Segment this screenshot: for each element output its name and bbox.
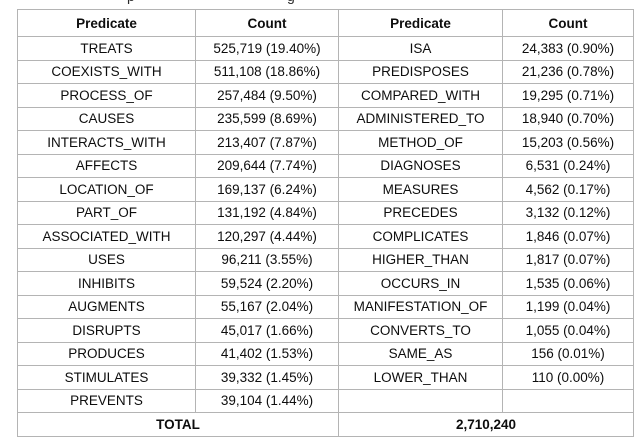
cell-predicate-right: MANIFESTATION_OF	[338, 294, 503, 319]
caption-glyph: g	[287, 0, 295, 4]
cell-count-right: 18,940 (0.70%)	[502, 106, 634, 131]
cell-predicate-left: COEXISTS_WITH	[17, 59, 196, 84]
header-predicate-left: Predicate	[17, 9, 196, 37]
cell-count-left: 209,644 (7.74%)	[195, 153, 339, 178]
cell-predicate-right: DIAGNOSES	[338, 153, 503, 178]
cell-count-left: 235,599 (8.69%)	[195, 106, 339, 131]
table-row: PROCESS_OF 257,484 (9.50%) COMPARED_WITH 19…	[17, 83, 634, 108]
cell-count-left: 96,211 (3.55%)	[195, 247, 339, 272]
cropped-caption-fragment: p g	[0, 0, 640, 7]
cell-count-right: 1,535 (0.06%)	[502, 271, 634, 296]
cell-predicate-left: INHIBITS	[17, 271, 196, 296]
cell-count-left: 55,167 (2.04%)	[195, 294, 339, 319]
cell-count-left: 59,524 (2.20%)	[195, 271, 339, 296]
table-row: DISRUPTS 45,017 (1.66%) CONVERTS_TO 1,055 (…	[17, 318, 634, 343]
cell-predicate-right: PREDISPOSES	[338, 59, 503, 84]
cell-count-right: 1,846 (0.07%)	[502, 224, 634, 249]
cell-predicate-left: PART_OF	[17, 200, 196, 225]
cell-count-left: 39,104 (1.44%)	[195, 388, 339, 413]
cell-count-left: 169,137 (6.24%)	[195, 177, 339, 202]
cell-predicate-right: LOWER_THAN	[338, 365, 503, 390]
cell-predicate-right: PRECEDES	[338, 200, 503, 225]
header-count-right: Count	[502, 9, 634, 37]
table-row: USES 96,211 (3.55%) HIGHER_THAN 1,817 (0.07…	[17, 247, 634, 272]
cell-predicate-left: AFFECTS	[17, 153, 196, 178]
cell-predicate-left: STIMULATES	[17, 365, 196, 390]
cell-predicate-right: OCCURS_IN	[338, 271, 503, 296]
cell-predicate-right	[338, 388, 503, 413]
cell-predicate-right: SAME_AS	[338, 341, 503, 366]
predicate-count-table: Predicate Count Predicate Count TREATS 52…	[17, 9, 634, 437]
cell-predicate-left: AUGMENTS	[17, 294, 196, 319]
cell-count-right: 1,199 (0.04%)	[502, 294, 634, 319]
table-row: INTERACTS_WITH 213,407 (7.87%) METHOD_OF 15…	[17, 130, 634, 155]
cell-predicate-left: ASSOCIATED_WITH	[17, 224, 196, 249]
table-header-row: Predicate Count Predicate Count	[17, 9, 634, 37]
table-row: AUGMENTS 55,167 (2.04%) MANIFESTATION_OF 1,…	[17, 294, 634, 319]
table-row: PRODUCES 41,402 (1.53%) SAME_AS 156 (0.01%)	[17, 341, 634, 366]
cell-count-right: 110 (0.00%)	[502, 365, 634, 390]
table-row: PREVENTS 39,104 (1.44%)	[17, 388, 634, 413]
cell-predicate-right: ISA	[338, 36, 503, 61]
cell-count-left: 45,017 (1.66%)	[195, 318, 339, 343]
cell-predicate-left: PRODUCES	[17, 341, 196, 366]
table-body: TREATS 525,719 (19.40%) ISA 24,383 (0.90%) C…	[17, 36, 634, 413]
table-row: ASSOCIATED_WITH 120,297 (4.44%) COMPLICATE…	[17, 224, 634, 249]
cell-predicate-right: HIGHER_THAN	[338, 247, 503, 272]
cell-count-left: 120,297 (4.44%)	[195, 224, 339, 249]
cell-count-right: 15,203 (0.56%)	[502, 130, 634, 155]
cell-predicate-left: PROCESS_OF	[17, 83, 196, 108]
cell-predicate-left: USES	[17, 247, 196, 272]
table-row: TREATS 525,719 (19.40%) ISA 24,383 (0.90%)	[17, 36, 634, 61]
table-row: LOCATION_OF 169,137 (6.24%) MEASURES 4,562 …	[17, 177, 634, 202]
table-row: PART_OF 131,192 (4.84%) PRECEDES 3,132 (0.1…	[17, 200, 634, 225]
header-predicate-right: Predicate	[338, 9, 503, 37]
table-row: CAUSES 235,599 (8.69%) ADMINISTERED_TO 18,9…	[17, 106, 634, 131]
cell-count-right: 24,383 (0.90%)	[502, 36, 634, 61]
cell-count-left: 525,719 (19.40%)	[195, 36, 339, 61]
cell-predicate-right: MEASURES	[338, 177, 503, 202]
cell-predicate-right: METHOD_OF	[338, 130, 503, 155]
table-total-row: TOTAL 2,710,240	[17, 412, 634, 437]
cell-count-right: 19,295 (0.71%)	[502, 83, 634, 108]
cell-count-right: 21,236 (0.78%)	[502, 59, 634, 84]
cell-count-right: 1,055 (0.04%)	[502, 318, 634, 343]
cell-count-right: 6,531 (0.24%)	[502, 153, 634, 178]
table-row: COEXISTS_WITH 511,108 (18.86%) PREDISPOSES…	[17, 59, 634, 84]
cell-count-right: 4,562 (0.17%)	[502, 177, 634, 202]
header-count-left: Count	[195, 9, 339, 37]
cell-predicate-right: COMPARED_WITH	[338, 83, 503, 108]
cell-predicate-left: DISRUPTS	[17, 318, 196, 343]
table-row: AFFECTS 209,644 (7.74%) DIAGNOSES 6,531 (0.…	[17, 153, 634, 178]
table-row: INHIBITS 59,524 (2.20%) OCCURS_IN 1,535 (0.…	[17, 271, 634, 296]
cell-predicate-right: COMPLICATES	[338, 224, 503, 249]
cell-count-left: 131,192 (4.84%)	[195, 200, 339, 225]
table-row: STIMULATES 39,332 (1.45%) LOWER_THAN 110 (0…	[17, 365, 634, 390]
cell-predicate-left: INTERACTS_WITH	[17, 130, 196, 155]
cell-predicate-left: LOCATION_OF	[17, 177, 196, 202]
cell-count-left: 41,402 (1.53%)	[195, 341, 339, 366]
cell-predicate-left: CAUSES	[17, 106, 196, 131]
caption-glyph: p	[127, 0, 135, 4]
cell-count-right: 3,132 (0.12%)	[502, 200, 634, 225]
cell-count-right	[502, 388, 634, 413]
cell-count-left: 511,108 (18.86%)	[195, 59, 339, 84]
cell-predicate-right: ADMINISTERED_TO	[338, 106, 503, 131]
cell-count-right: 156 (0.01%)	[502, 341, 634, 366]
cell-predicate-right: CONVERTS_TO	[338, 318, 503, 343]
cell-count-left: 257,484 (9.50%)	[195, 83, 339, 108]
total-value: 2,710,240	[338, 412, 634, 437]
cell-predicate-left: TREATS	[17, 36, 196, 61]
total-label: TOTAL	[17, 412, 339, 437]
cell-count-left: 213,407 (7.87%)	[195, 130, 339, 155]
cell-predicate-left: PREVENTS	[17, 388, 196, 413]
cell-count-right: 1,817 (0.07%)	[502, 247, 634, 272]
cell-count-left: 39,332 (1.45%)	[195, 365, 339, 390]
